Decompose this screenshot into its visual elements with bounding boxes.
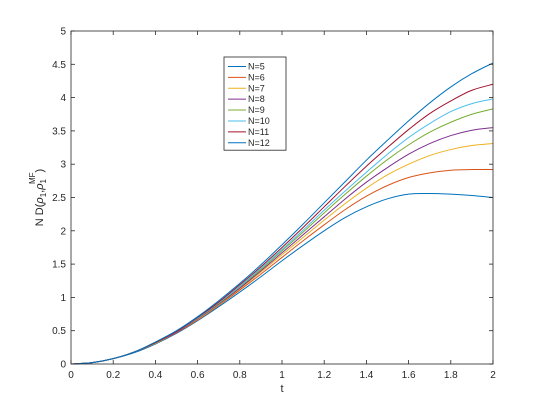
y-axis-label: N D(ρ1,ρ1MF): [28, 169, 48, 226]
legend-box: [223, 56, 287, 151]
y-tick-label: 1: [60, 293, 66, 304]
y-tick-label: 4: [60, 93, 66, 104]
legend-entry-label: N=8: [248, 94, 265, 104]
y-tick-label: 2: [60, 226, 66, 237]
y-tick-label: 5: [60, 27, 66, 38]
y-tick-label: 4.5: [52, 60, 66, 71]
y-axis-label-rho: ρ: [34, 197, 46, 204]
legend-entry-label: N=10: [248, 116, 270, 126]
x-tick-label: 1.2: [317, 370, 331, 381]
x-tick-label: 1.8: [444, 370, 458, 381]
svg-text:N D(ρ1,ρ1MF): N D(ρ1,ρ1MF): [28, 169, 48, 226]
x-tick-label: 0: [68, 370, 74, 381]
y-axis-label-suffix: ): [34, 169, 46, 173]
y-axis-label-sub-2: 1: [39, 178, 48, 183]
y-tick-label: 2.5: [52, 193, 66, 204]
x-tick-label: 0.4: [148, 370, 162, 381]
y-axis-label-rho-2: ρ: [34, 183, 46, 190]
x-tick-label: 1.4: [359, 370, 373, 381]
axis-ticks: 0 0.2 0.4 0.6 0.8 1 1.2 1.4 1.6 1.8 2 0 0.5 1 1.5 2 2.5 3…: [52, 27, 496, 382]
legend-entry-label: N=12: [248, 138, 270, 148]
x-tick-label: 0.8: [233, 370, 247, 381]
legend: N=5N=6N=7N=8N=9N=10N=11N=12: [223, 56, 287, 151]
x-tick-label: 0.6: [191, 370, 205, 381]
y-tick-label: 3: [60, 160, 66, 171]
legend-entry-label: N=11: [248, 127, 269, 137]
series-lines: [70, 62, 494, 365]
y-axis-label-sup: MF: [28, 172, 37, 184]
x-axis-label: t: [280, 383, 283, 395]
series-line-8: [70, 62, 494, 365]
y-axis-label-sub: 1: [39, 192, 48, 197]
series-line-1: [70, 192, 494, 365]
x-tick-label: 1: [279, 370, 285, 381]
legend-entry-label: N=9: [248, 105, 265, 115]
legend-entry-label: N=7: [248, 83, 265, 93]
x-tick-label: 1.6: [402, 370, 416, 381]
y-axis-label-sep: ,: [34, 190, 46, 193]
legend-entry-label: N=5: [248, 61, 265, 71]
y-tick-label: 0: [60, 360, 66, 371]
y-tick-label: 0.5: [52, 326, 66, 337]
x-tick-label: 2: [490, 370, 496, 381]
y-tick-label: 3.5: [52, 126, 66, 137]
x-tick-label: 0.2: [106, 370, 120, 381]
y-axis-label-prefix: N D(: [34, 203, 46, 226]
y-tick-label: 1.5: [52, 260, 66, 271]
legend-entry-label: N=6: [248, 72, 265, 82]
